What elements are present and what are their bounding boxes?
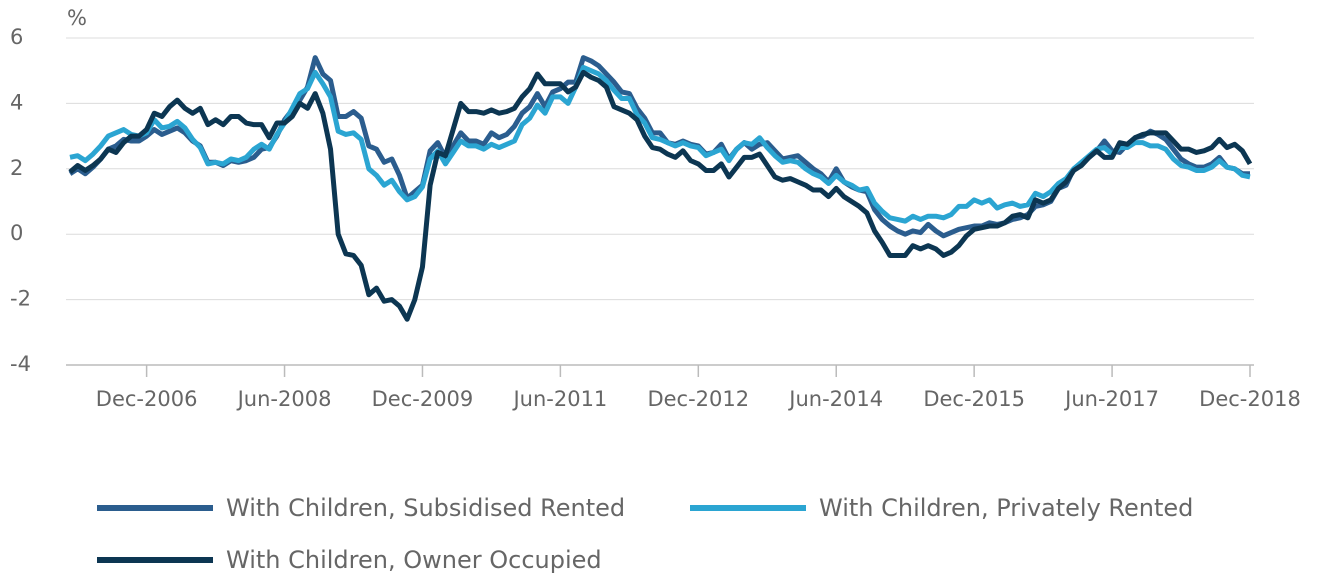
x-tick-label: Dec-2015 (923, 387, 1025, 411)
y-tick-label: 2 (10, 156, 23, 180)
legend-label: With Children, Owner Occupied (226, 546, 602, 574)
x-tick-label: Dec-2012 (647, 387, 749, 411)
series-line (68, 69, 1253, 322)
x-tick-label: Dec-2009 (372, 387, 474, 411)
x-tick-label: Dec-2006 (96, 387, 198, 411)
y-tick-label: -4 (10, 352, 31, 376)
x-tick-label: Jun-2017 (1063, 387, 1159, 411)
legend-label: With Children, Privately Rented (819, 494, 1193, 522)
y-tick-label: 0 (10, 221, 23, 245)
y-tick-label: 4 (10, 90, 23, 114)
x-tick-label: Jun-2014 (787, 387, 883, 411)
y-tick-label: -2 (10, 287, 31, 311)
legend-label: With Children, Subsidised Rented (226, 494, 625, 522)
y-tick-label: 6 (10, 25, 23, 49)
x-tick-label: Jun-2011 (511, 387, 607, 411)
series-line (69, 64, 1251, 224)
x-tick-label: Jun-2008 (236, 387, 332, 411)
x-tick-label: Dec-2018 (1199, 387, 1301, 411)
y-unit: % (67, 6, 87, 30)
